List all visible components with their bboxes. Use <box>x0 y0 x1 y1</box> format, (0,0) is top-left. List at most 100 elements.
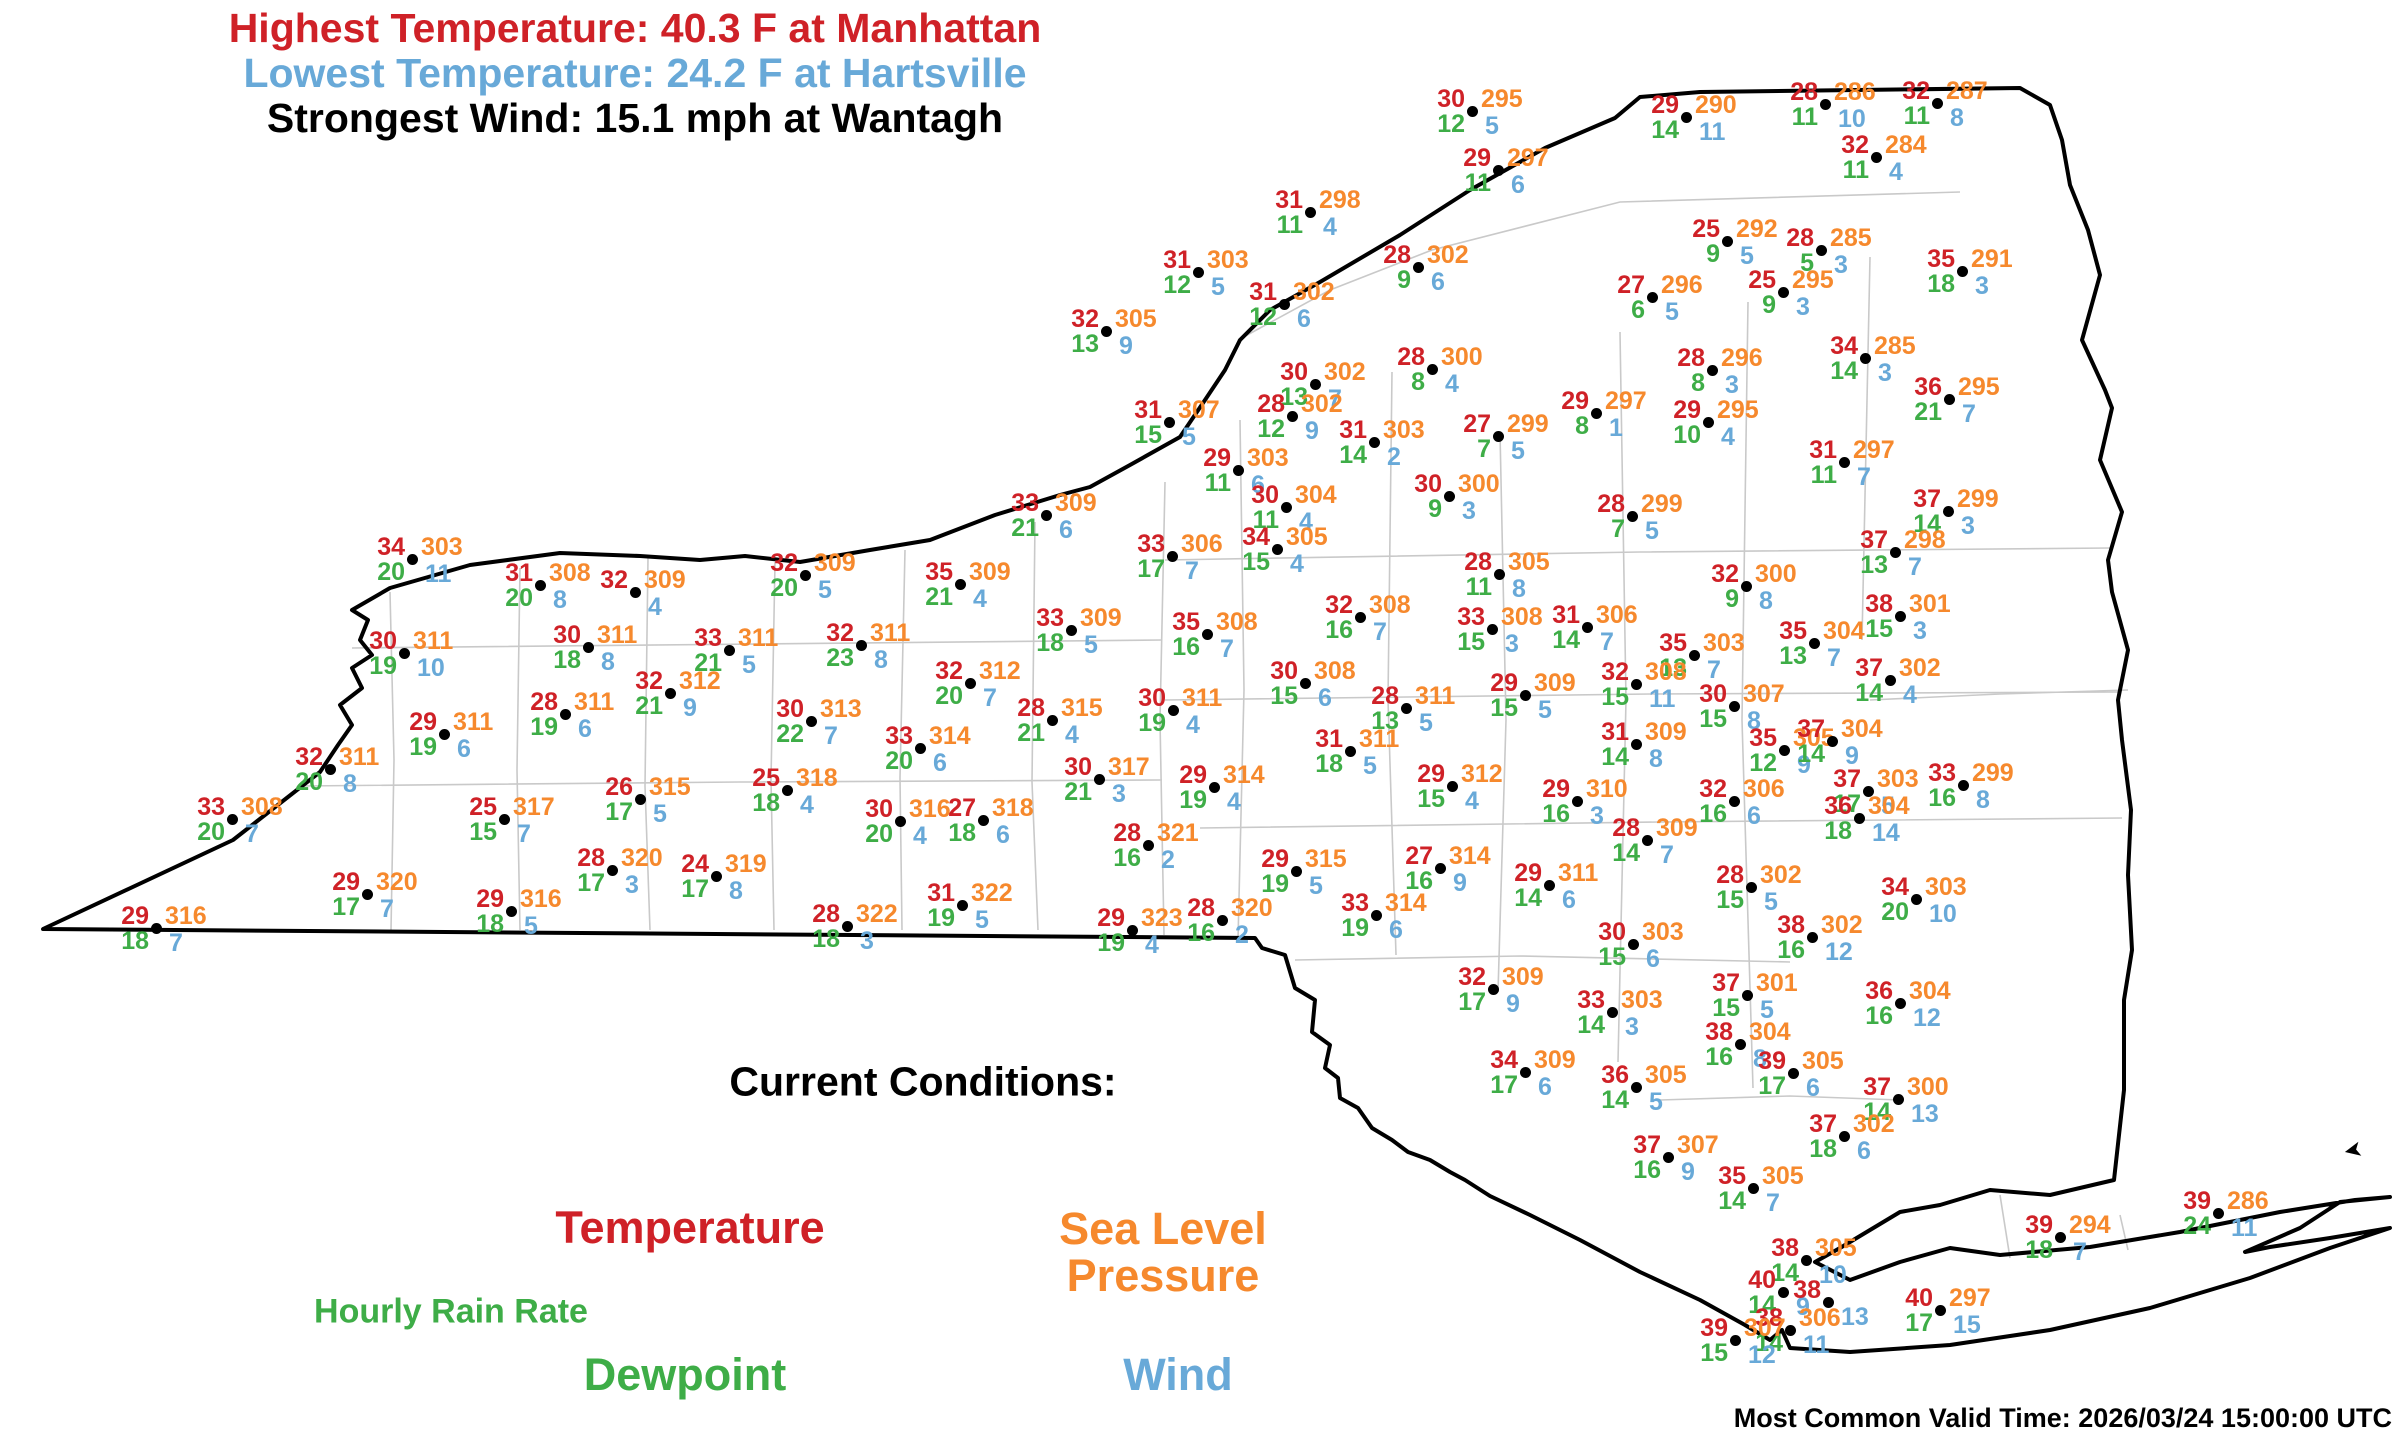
station-pressure: 297 <box>1507 144 1549 172</box>
station-pressure: 316 <box>520 885 562 913</box>
station-dot-icon <box>1809 638 1820 649</box>
station-dewpoint: 7 <box>1477 435 1491 463</box>
station-temperature: 32 <box>1841 131 1869 159</box>
station-temperature: 40 <box>1905 1284 1933 1312</box>
station-dot-icon <box>1801 1255 1812 1266</box>
station-wind: 3 <box>1975 272 1989 300</box>
station-wind: 6 <box>1806 1074 1820 1102</box>
station-temperature: 37 <box>1833 765 1861 793</box>
station-dot-icon <box>1544 880 1555 891</box>
station-wind: 6 <box>1318 684 1332 712</box>
station-dewpoint: 14 <box>1748 1291 1776 1319</box>
station-dewpoint: 14 <box>1718 1187 1746 1215</box>
station-wind: 10 <box>417 654 445 682</box>
station-wind: 6 <box>1857 1137 1871 1165</box>
station-dewpoint: 21 <box>1914 398 1942 426</box>
station-wind: 4 <box>800 791 814 819</box>
station-temperature: 34 <box>1881 873 1909 901</box>
station-temperature: 30 <box>1064 753 1092 781</box>
station-pressure: 291 <box>1971 245 2013 273</box>
station-dewpoint: 19 <box>1097 929 1125 957</box>
station-pressure: 318 <box>796 764 838 792</box>
station-wind: 3 <box>1725 371 1739 399</box>
station-dewpoint: 18 <box>812 925 840 953</box>
station-dewpoint: 7 <box>1611 515 1625 543</box>
station-dewpoint: 12 <box>1257 415 1285 443</box>
station-pressure: 285 <box>1830 224 1872 252</box>
station-wind: 10 <box>1819 1261 1847 1289</box>
station-pressure: 302 <box>1324 358 1366 386</box>
station-dot-icon <box>1746 882 1757 893</box>
station-dot-icon <box>407 554 418 565</box>
station-dewpoint: 21 <box>925 583 953 611</box>
station-dewpoint: 17 <box>605 798 633 826</box>
station-temperature: 28 <box>530 688 558 716</box>
station-dewpoint: 21 <box>635 692 663 720</box>
station-temperature: 37 <box>1809 1110 1837 1138</box>
station-wind: 7 <box>380 895 394 923</box>
station-dot-icon <box>1778 1287 1789 1298</box>
station-dewpoint: 18 <box>1315 750 1343 778</box>
station-wind: 7 <box>983 684 997 712</box>
station-dot-icon <box>1807 932 1818 943</box>
station-dot-icon <box>635 794 646 805</box>
station-dot-icon <box>1345 746 1356 757</box>
station-pressure: 295 <box>1792 266 1834 294</box>
station-pressure: 297 <box>1605 387 1647 415</box>
station-dewpoint: 9 <box>1428 495 1442 523</box>
station-dewpoint: 14 <box>1755 1329 1783 1357</box>
station-dot-icon <box>1202 629 1213 640</box>
station-temperature: 26 <box>605 773 633 801</box>
station-wind: 5 <box>1645 517 1659 545</box>
station-dewpoint: 15 <box>1457 628 1485 656</box>
lowest-temperature-line: Lowest Temperature: 24.2 F at Hartsville <box>243 50 1027 96</box>
station-temperature: 31 <box>1134 396 1162 424</box>
station-pressure: 311 <box>870 619 911 647</box>
station-wind: 8 <box>1512 575 1526 603</box>
station-dot-icon <box>1785 1325 1796 1336</box>
station-dot-icon <box>915 743 926 754</box>
station-wind: 6 <box>1646 945 1660 973</box>
station-dewpoint: 18 <box>1927 270 1955 298</box>
station-pressure: 304 <box>1295 481 1337 509</box>
station-pressure: 311 <box>1558 859 1599 887</box>
station-temperature: 35 <box>1779 617 1807 645</box>
station-dewpoint: 16 <box>1172 633 1200 661</box>
station-dot-icon <box>1094 774 1105 785</box>
strongest-wind-line: Strongest Wind: 15.1 mph at Wantagh <box>266 95 1004 141</box>
station-pressure: 308 <box>1314 657 1356 685</box>
station-temperature: 32 <box>1325 591 1353 619</box>
station-pressure: 309 <box>1534 669 1576 697</box>
station-wind: 7 <box>517 820 531 848</box>
station-temperature: 39 <box>2183 1187 2211 1215</box>
station-pressure: 322 <box>856 900 898 928</box>
station-wind: 4 <box>1186 711 1200 739</box>
station-dewpoint: 14 <box>1612 839 1640 867</box>
station-dot-icon <box>1895 998 1906 1009</box>
station-wind: 7 <box>1220 635 1234 663</box>
station-temperature: 29 <box>1417 760 1445 788</box>
station-temperature: 28 <box>1464 548 1492 576</box>
station-dewpoint: 11 <box>1903 102 1930 130</box>
station-pressure: 302 <box>1853 1110 1895 1138</box>
station-temperature: 31 <box>1809 436 1837 464</box>
station-temperature: 25 <box>1748 266 1776 294</box>
station-wind: 5 <box>1485 112 1499 140</box>
station-dewpoint: 6 <box>1631 296 1645 324</box>
station-dot-icon <box>1493 431 1504 442</box>
station-wind: 4 <box>1445 370 1459 398</box>
station-dot-icon <box>1435 863 1446 874</box>
station-dot-icon <box>1932 98 1943 109</box>
station-dot-icon <box>1066 625 1077 636</box>
station-pressure: 310 <box>1586 775 1628 803</box>
station-wind: 5 <box>1084 631 1098 659</box>
station-dewpoint: 15 <box>1242 548 1270 576</box>
station-temperature: 31 <box>1601 718 1629 746</box>
station-pressure: 305 <box>1802 1047 1844 1075</box>
station-pressure: 323 <box>1141 904 1183 932</box>
station-dot-icon <box>1742 990 1753 1001</box>
station-wind: 6 <box>1538 1073 1552 1101</box>
station-pressure: 317 <box>513 793 555 821</box>
station-wind: 8 <box>601 648 615 676</box>
station-dewpoint: 20 <box>1881 898 1909 926</box>
